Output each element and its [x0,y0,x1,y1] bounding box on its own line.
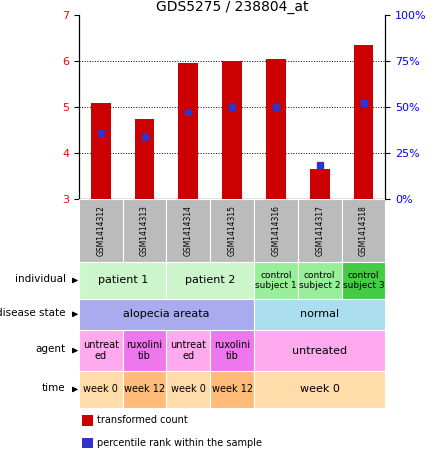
Bar [79,371,123,408]
Text: ruxolini
tib: ruxolini tib [127,340,162,361]
Bar [254,330,385,371]
Text: percentile rank within the sample: percentile rank within the sample [97,438,262,448]
Bar [298,199,342,262]
Bar [123,199,166,262]
Text: untreated: untreated [292,346,347,356]
Bar [354,45,374,199]
Text: normal: normal [300,309,339,319]
Text: disease state: disease state [0,308,66,318]
Bar [91,102,110,199]
Bar [166,199,210,262]
Bar [266,59,286,199]
Text: patient 1: patient 1 [98,275,148,285]
Bar [210,330,254,371]
Text: GSM1414313: GSM1414313 [140,205,149,256]
Text: GSM1414315: GSM1414315 [228,205,237,256]
Text: individual: individual [15,274,66,284]
Bar [179,63,198,199]
Bar [310,169,330,199]
Bar [135,119,154,199]
Text: transformed count: transformed count [97,415,188,425]
Text: patient 2: patient 2 [185,275,236,285]
Bar [342,199,385,262]
Text: GSM1414312: GSM1414312 [96,205,105,256]
Bar [79,262,166,299]
Text: control
subject 2: control subject 2 [299,271,340,290]
Text: week 0: week 0 [83,385,118,395]
Bar [166,330,210,371]
Text: week 12: week 12 [212,385,253,395]
Bar [210,371,254,408]
Bar [298,262,342,299]
Bar [123,371,166,408]
Text: GSM1414317: GSM1414317 [315,205,324,256]
Text: untreat
ed: untreat ed [170,340,206,361]
Bar [82,438,93,448]
Bar [254,371,385,408]
Text: GSM1414314: GSM1414314 [184,205,193,256]
Bar [79,330,123,371]
Bar [210,199,254,262]
Bar [223,61,242,199]
Bar [123,330,166,371]
Text: agent: agent [35,343,66,353]
Bar [82,415,93,426]
Text: GSM1414316: GSM1414316 [272,205,280,256]
Text: control
subject 1: control subject 1 [255,271,297,290]
Text: GSM1414318: GSM1414318 [359,205,368,256]
Title: GDS5275 / 238804_at: GDS5275 / 238804_at [156,0,308,14]
Bar [254,262,298,299]
Text: week 12: week 12 [124,385,165,395]
Bar [166,262,254,299]
Text: week 0: week 0 [300,385,340,395]
Text: control
subject 3: control subject 3 [343,271,385,290]
Bar [342,262,385,299]
Text: week 0: week 0 [171,385,206,395]
Text: untreat
ed: untreat ed [83,340,119,361]
Text: ruxolini
tib: ruxolini tib [214,340,250,361]
Bar [166,371,210,408]
Bar [79,299,254,330]
Bar [254,299,385,330]
Bar [79,199,123,262]
Text: alopecia areata: alopecia areata [123,309,210,319]
Bar [254,199,298,262]
Text: time: time [42,383,66,393]
